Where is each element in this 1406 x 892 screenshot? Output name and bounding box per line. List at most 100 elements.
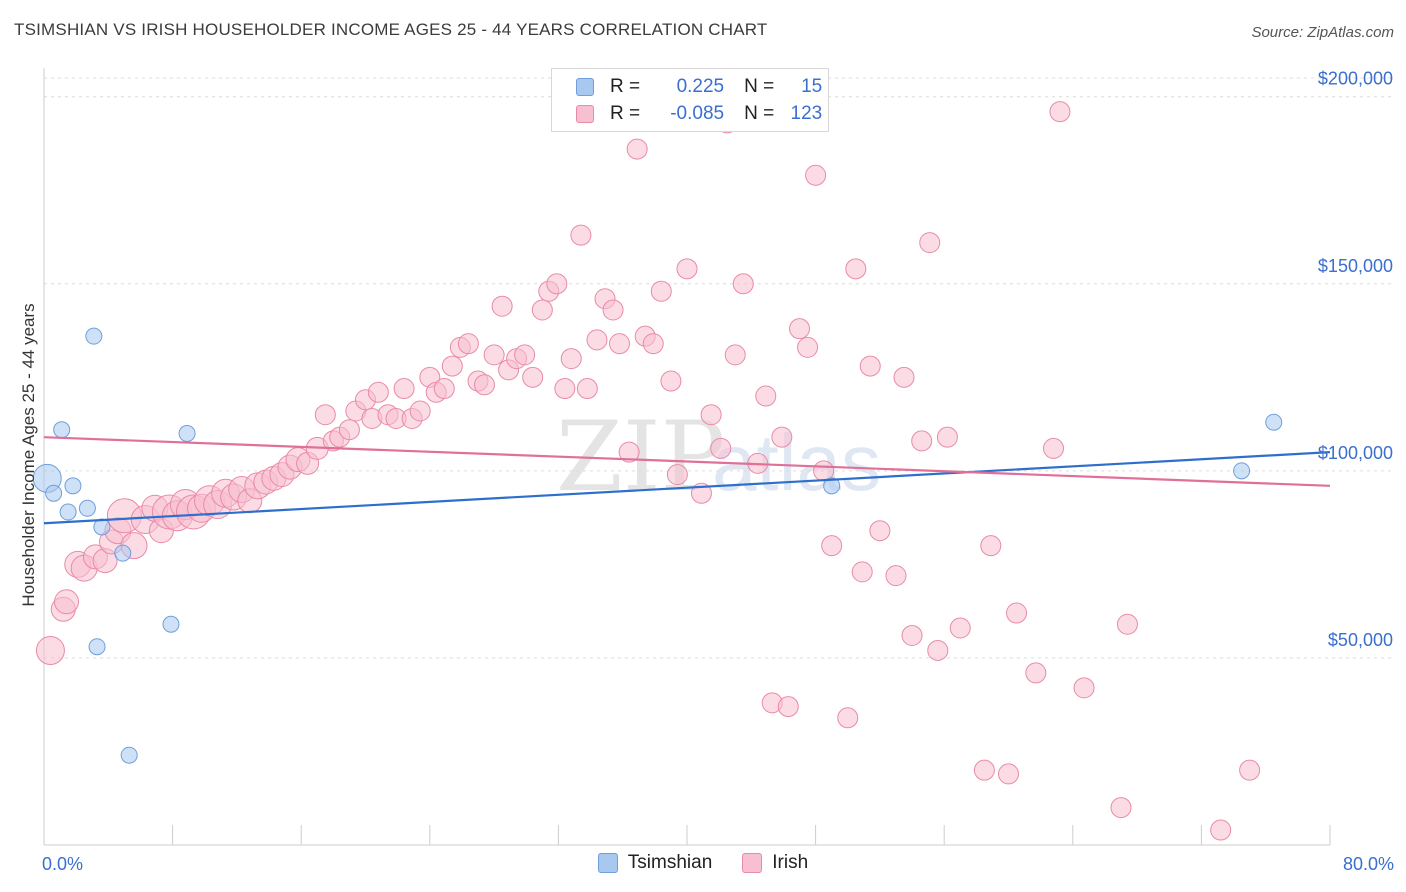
- point-tsimshian: [1233, 462, 1251, 480]
- y-tick-label: $100,000: [1318, 443, 1393, 463]
- point-irish: [457, 333, 479, 355]
- point-irish: [980, 535, 1002, 557]
- point-irish: [949, 617, 971, 639]
- point-irish: [409, 400, 431, 422]
- x-tick-label-max: 80.0%: [1343, 854, 1394, 874]
- legend-row-tsimshian: R = 0.225 N = 15: [576, 75, 822, 99]
- point-irish: [531, 299, 553, 321]
- point-tsimshian: [53, 421, 71, 439]
- point-irish: [314, 404, 336, 426]
- point-irish: [837, 707, 859, 729]
- legend-n-label: N =: [744, 103, 775, 124]
- point-tsimshian: [64, 477, 82, 495]
- point-irish: [893, 366, 915, 388]
- point-irish: [821, 535, 843, 557]
- point-irish: [576, 378, 598, 400]
- chart-title: TSIMSHIAN VS IRISH HOUSEHOLDER INCOME AG…: [14, 20, 768, 39]
- series-swatch-irish: [742, 853, 763, 873]
- point-irish: [554, 378, 576, 400]
- trend-lines: [43, 436, 1331, 525]
- trend-line-irish: [43, 436, 1331, 487]
- point-irish: [805, 164, 827, 186]
- y-tick-label: $150,000: [1318, 256, 1393, 276]
- point-irish: [626, 138, 648, 160]
- legend-swatch-irish: [576, 105, 594, 123]
- point-irish: [927, 639, 949, 661]
- point-irish: [473, 374, 495, 396]
- point-irish: [522, 366, 544, 388]
- point-irish: [973, 759, 995, 781]
- point-irish: [998, 763, 1019, 785]
- point-irish: [851, 561, 873, 583]
- series-legend-tsimshian: Tsimshian: [597, 852, 713, 874]
- point-irish: [676, 258, 698, 280]
- series-legend: Tsimshian Irish: [0, 852, 1406, 874]
- point-irish: [1210, 819, 1232, 841]
- correlation-legend: R = 0.225 N = 15 R = -0.085 N = 123: [551, 68, 829, 132]
- point-irish: [690, 482, 712, 504]
- point-irish: [1239, 759, 1261, 781]
- legend-r-label: R =: [610, 76, 641, 97]
- point-irish: [441, 355, 463, 377]
- y-axis-label: Householder Income Ages 25 - 44 years: [19, 303, 38, 606]
- point-tsimshian: [162, 615, 180, 633]
- point-tsimshian: [178, 424, 196, 442]
- series-legend-irish: Irish: [742, 852, 808, 874]
- point-irish: [936, 426, 958, 448]
- point-irish: [433, 378, 455, 400]
- point-irish: [845, 258, 867, 280]
- point-irish: [35, 635, 65, 665]
- axis-labels: $50,000 $100,000 $150,000 $200,000 0.0% 80.0%…: [19, 69, 1394, 874]
- point-tsimshian: [85, 327, 103, 345]
- point-tsimshian: [1265, 413, 1283, 431]
- legend-r-label: R =: [610, 103, 641, 124]
- point-tsimshian: [59, 503, 77, 521]
- point-irish: [560, 348, 582, 370]
- point-irish: [710, 437, 732, 459]
- point-tsimshian: [823, 477, 841, 495]
- point-irish: [777, 696, 799, 718]
- legend-n-value: 123: [790, 103, 823, 124]
- point-irish: [570, 224, 592, 246]
- source-label: Source: ZipAtlas.com: [1251, 24, 1394, 41]
- data-points: [32, 101, 1283, 841]
- legend-n-label: N =: [744, 76, 775, 97]
- trend-line-tsimshian: [43, 451, 1331, 525]
- point-irish: [602, 299, 624, 321]
- legend-swatch-tsimshian: [576, 78, 594, 96]
- point-irish: [514, 344, 536, 366]
- point-tsimshian: [88, 638, 106, 656]
- point-irish: [1073, 677, 1095, 699]
- point-irish: [1110, 797, 1132, 819]
- point-irish: [660, 370, 682, 392]
- point-irish: [724, 344, 746, 366]
- legend-n-value: 15: [801, 76, 823, 97]
- point-irish: [338, 419, 360, 441]
- point-irish: [1043, 437, 1065, 459]
- point-irish: [1116, 613, 1138, 635]
- point-irish: [885, 565, 907, 587]
- point-irish: [608, 333, 630, 355]
- series-label-irish: Irish: [772, 852, 809, 873]
- point-irish: [700, 404, 722, 426]
- point-irish: [491, 295, 513, 317]
- y-tick-label: $50,000: [1328, 630, 1393, 650]
- point-irish: [869, 520, 891, 542]
- series-swatch-tsimshian: [597, 853, 618, 873]
- point-irish: [911, 430, 933, 452]
- point-irish: [1025, 662, 1047, 684]
- point-irish: [901, 624, 923, 646]
- point-irish: [919, 232, 941, 254]
- point-irish: [54, 589, 80, 615]
- point-irish: [755, 385, 777, 407]
- series-label-tsimshian: Tsimshian: [627, 852, 713, 873]
- point-tsimshian: [45, 484, 63, 502]
- point-tsimshian: [114, 544, 132, 562]
- legend-row-irish: R = -0.085 N = 123: [576, 102, 822, 126]
- point-irish: [618, 441, 640, 463]
- legend-r-value: 0.225: [676, 76, 725, 97]
- point-irish: [859, 355, 881, 377]
- point-irish: [666, 464, 688, 486]
- point-irish: [642, 333, 664, 355]
- x-tick-label-min: 0.0%: [42, 854, 83, 874]
